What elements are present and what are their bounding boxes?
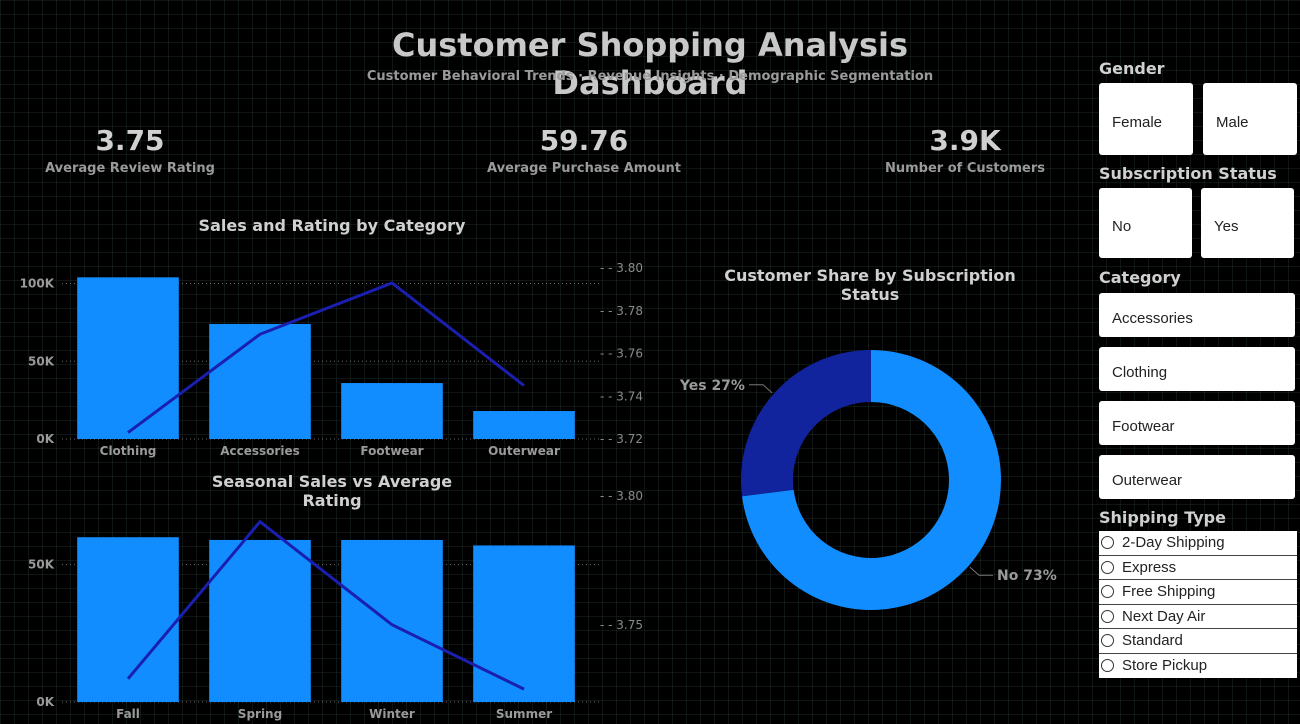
shipping-option-2day[interactable]: 2-Day Shipping [1099,531,1297,556]
x-tick-label: Footwear [360,444,423,458]
category-option-clothing[interactable]: Clothing [1099,347,1295,391]
bar [341,539,443,702]
y2-tick-label: - - 3.80 [600,490,643,503]
y2-tick-label: - - 3.74 [600,389,643,403]
bar [473,411,575,439]
gender-slicer-title: Gender [1099,59,1165,78]
subscription-donut-chart: No 73% Yes 27% [679,350,1057,610]
category-slicer-title: Category [1099,268,1181,287]
slice-label: No 73% [997,568,1057,584]
bar [341,383,443,439]
leader-line [748,384,773,394]
kpi-value: 3.9K [929,124,1001,157]
x-tick-label: Spring [238,707,282,721]
seasonal-combo-chart: 0K 50K - - 3.75 - - 3.80 Fall Spring Winter Sum… [28,490,643,721]
chart-title-category: Sales and Rating by Category [198,216,466,235]
y2-tick-label: - - 3.78 [600,304,643,318]
kpi-card-purchase: 59.76 Average Purchase Amount [474,124,694,176]
kpi-value: 59.76 [539,124,629,157]
category-option-accessories[interactable]: Accessories [1099,293,1295,337]
subscription-slicer-title: Subscription Status [1099,164,1277,183]
donut-slice [741,350,871,497]
shipping-option-express[interactable]: Express [1099,556,1297,580]
radio-icon[interactable] [1101,659,1114,673]
subscription-option-yes[interactable]: Yes [1201,188,1294,258]
y2-tick-label: - - 3.80 [600,261,643,275]
y-tick-label: 0K [36,432,54,446]
radio-icon[interactable] [1101,634,1114,648]
y2-tick-label: - - 3.72 [600,432,643,446]
y2-tick-label: - - 3.76 [600,347,643,361]
y-tick-label: 100K [20,277,55,291]
category-option-outerwear[interactable]: Outerwear [1099,455,1295,499]
shipping-option-standard[interactable]: Standard [1099,629,1297,654]
y2-tick-label: - - 3.75 [600,618,643,632]
radio-icon[interactable] [1101,609,1114,623]
bar [473,545,575,702]
bar [209,539,311,702]
rating-line [127,281,525,434]
kpi-label: Average Review Rating [45,161,215,176]
shipping-option-store-pickup[interactable]: Store Pickup [1099,654,1297,679]
category-option-footwear[interactable]: Footwear [1099,401,1295,445]
kpi-label: Average Purchase Amount [487,161,681,176]
kpi-card-customers: 3.9K Number of Customers [865,124,1065,176]
gender-option-female[interactable]: Female [1099,83,1193,155]
x-tick-label: Winter [369,707,415,721]
x-tick-label: Accessories [220,444,300,458]
x-tick-label: Outerwear [488,444,560,458]
kpi-label: Number of Customers [884,161,1046,176]
x-tick-label: Fall [116,707,140,721]
shipping-option-next-day-air[interactable]: Next Day Air [1099,605,1297,629]
rating-line [126,519,525,691]
chart-title-subscription: Customer Share by Subscription Status [724,266,1016,304]
page-title: Customer Shopping Analysis Dashboard [391,26,908,102]
shipping-option-free[interactable]: Free Shipping [1099,580,1297,605]
x-tick-label: Summer [496,707,552,721]
subscription-option-no[interactable]: No [1099,188,1192,258]
kpi-card-rating: 3.75 Average Review Rating [30,124,230,176]
radio-icon[interactable] [1101,585,1114,599]
bar [209,323,311,439]
x-tick-label: Clothing [100,444,157,458]
y-tick-label: 50K [28,354,55,368]
gender-option-male[interactable]: Male [1203,83,1297,155]
bar [77,277,179,439]
shipping-type-list: 2-Day Shipping Express Free Shipping Nex… [1099,531,1297,678]
slice-label: Yes 27% [679,378,745,394]
leader-line [969,566,994,576]
category-combo-chart: 0K 50K 100K - - 3.72 - - 3.74 - - 3.76 - - 3.7… [20,261,643,458]
bar [77,537,179,702]
kpi-value: 3.75 [95,124,165,157]
y-tick-label: 50K [28,558,55,572]
donut-slice [742,350,1001,610]
radio-icon[interactable] [1101,536,1114,550]
radio-icon[interactable] [1101,560,1114,574]
shipping-slicer-title: Shipping Type [1099,508,1226,527]
y-tick-label: 0K [36,695,54,709]
page-subtitle: Customer Behavioral Trends · Revenue Ins… [366,69,934,84]
chart-title-seasonal: Seasonal Sales vs Average Rating [211,472,453,510]
